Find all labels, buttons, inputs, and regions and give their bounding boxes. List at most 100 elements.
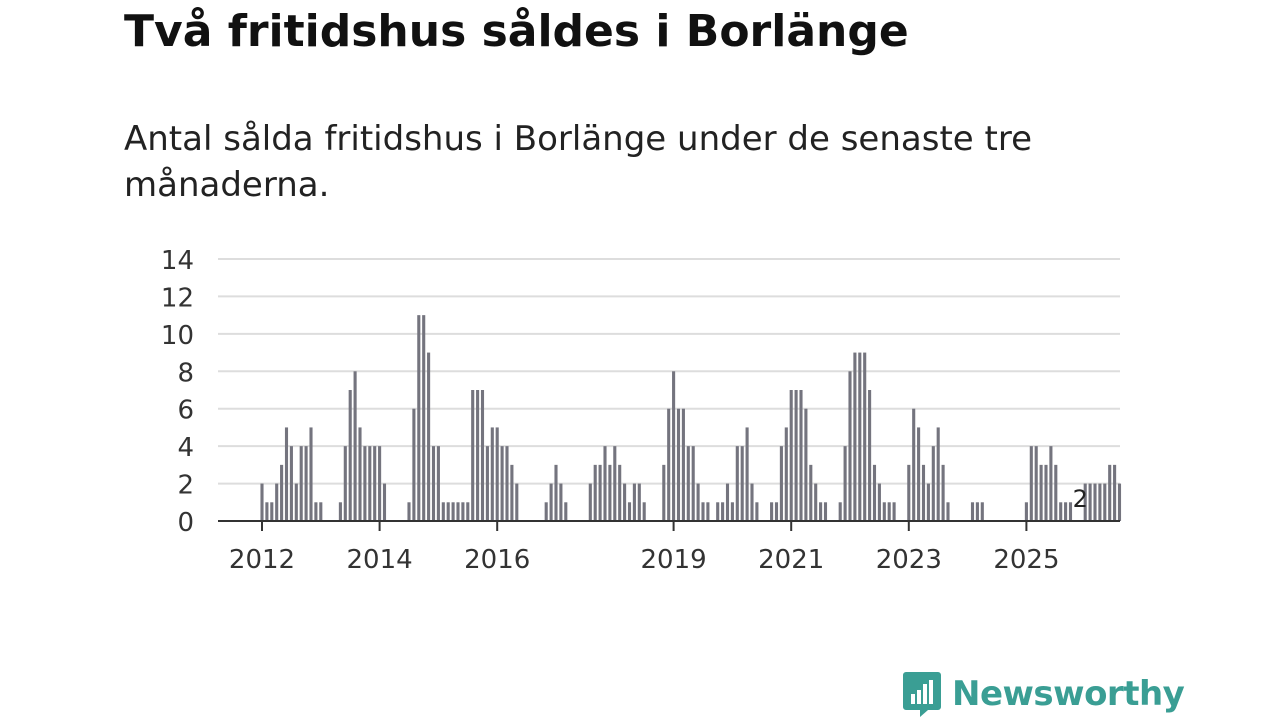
- bar: [1024, 502, 1028, 521]
- bar: [623, 483, 627, 521]
- bar: [613, 446, 617, 521]
- bar: [936, 427, 940, 521]
- bar: [515, 483, 519, 521]
- bar: [1049, 446, 1053, 521]
- bar: [314, 502, 318, 521]
- bar: [627, 502, 632, 521]
- bar: [284, 427, 289, 521]
- bar: [1113, 464, 1117, 521]
- bar-series: [260, 315, 1122, 521]
- bar: [1068, 502, 1073, 521]
- bar: [735, 446, 739, 521]
- bar: [1117, 483, 1122, 521]
- bar: [490, 427, 494, 521]
- bar: [549, 483, 553, 521]
- bar: [495, 427, 499, 521]
- bar: [417, 315, 421, 521]
- bar: [823, 502, 828, 521]
- bar: [686, 446, 690, 521]
- bar: [814, 483, 818, 521]
- x-tick-label: 2025: [993, 545, 1059, 575]
- bar: [270, 502, 274, 521]
- bar: [554, 464, 558, 521]
- bar: [461, 502, 465, 521]
- bar: [892, 502, 896, 521]
- bar: [794, 390, 798, 521]
- brand-name: Newsworthy: [952, 674, 1185, 714]
- bar: [681, 408, 685, 521]
- bar: [858, 352, 862, 521]
- y-tick-label: 4: [177, 433, 194, 463]
- bar: [980, 502, 984, 521]
- tick-labels: 0 2 4 6 8 10 12 14 2 2012 2014 2016 2019 2021 2023 2025: [161, 246, 1088, 575]
- bar: [446, 502, 450, 521]
- bar: [260, 483, 264, 521]
- bar: [642, 502, 646, 521]
- bar: [676, 408, 681, 521]
- bar: [843, 446, 847, 521]
- bar: [907, 464, 911, 521]
- bar: [309, 427, 313, 521]
- bar: [382, 483, 387, 521]
- bar: [725, 483, 730, 521]
- bar: [1059, 502, 1063, 521]
- bar: [721, 502, 725, 521]
- bar: [378, 446, 382, 521]
- bar: [436, 446, 440, 521]
- bar: [559, 483, 563, 521]
- bar: [716, 502, 720, 521]
- newsworthy-logo: Newsworthy: [902, 670, 1185, 718]
- bar: [804, 408, 808, 521]
- bar-chart: 0 2 4 6 8 10 12 14 2 2012 2014 2016 2019 2021 2023 2025: [161, 246, 1122, 575]
- bar: [343, 446, 347, 521]
- bar: [593, 464, 597, 521]
- bar: [338, 502, 342, 521]
- x-tick-label: 2023: [876, 545, 942, 575]
- bar: [471, 390, 475, 521]
- bar: [921, 464, 926, 521]
- bar: [730, 502, 734, 521]
- bar: [799, 390, 803, 521]
- y-tick-label: 0: [177, 508, 194, 538]
- bar: [1093, 483, 1097, 521]
- bar: [750, 483, 754, 521]
- bar: [618, 464, 622, 521]
- bar: [373, 446, 377, 521]
- bar: [431, 446, 436, 521]
- bar: [363, 446, 367, 521]
- y-tick-label: 10: [161, 321, 194, 351]
- bar: [1083, 483, 1087, 521]
- bar: [451, 502, 455, 521]
- bar: [637, 483, 641, 521]
- bar: [485, 446, 489, 521]
- bar: [510, 464, 514, 521]
- bar: [456, 502, 460, 521]
- bar: [706, 502, 710, 521]
- bar: [691, 446, 695, 521]
- bar: [672, 371, 676, 521]
- bar: [466, 502, 470, 521]
- bar: [422, 315, 426, 521]
- bar: [319, 502, 323, 521]
- bar: [505, 446, 509, 521]
- bar: [917, 427, 921, 521]
- bar: [1108, 464, 1112, 521]
- bar: [863, 352, 867, 521]
- bar: [368, 446, 372, 521]
- bar: [872, 464, 877, 521]
- bar: [848, 371, 852, 521]
- bar: [770, 502, 774, 521]
- bar: [853, 352, 857, 521]
- bar: [441, 502, 445, 521]
- bar: [970, 502, 975, 521]
- bar: [480, 390, 485, 521]
- y-tick-label: 14: [161, 246, 194, 276]
- bar: [838, 502, 842, 521]
- bar: [912, 408, 916, 521]
- bar: [407, 502, 411, 521]
- bar: [868, 390, 872, 521]
- bar: [975, 502, 979, 521]
- bar: [755, 502, 759, 521]
- bar: [1034, 446, 1038, 521]
- bar: [926, 483, 930, 521]
